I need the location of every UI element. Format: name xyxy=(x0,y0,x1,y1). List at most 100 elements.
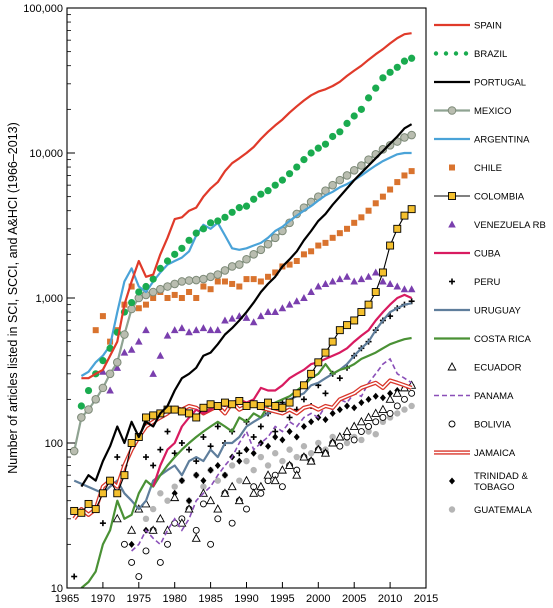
data-point xyxy=(270,233,280,243)
data-point xyxy=(113,489,122,498)
data-point xyxy=(156,559,164,566)
data-point xyxy=(235,204,243,212)
data-point xyxy=(99,357,107,365)
data-point xyxy=(162,525,173,534)
data-point xyxy=(214,217,222,225)
data-point xyxy=(308,418,315,426)
data-point xyxy=(192,526,200,534)
data-point xyxy=(272,269,279,276)
data-point xyxy=(200,483,207,490)
data-point xyxy=(447,362,457,371)
data-point xyxy=(447,106,457,115)
data-point xyxy=(300,396,307,403)
data-point xyxy=(200,477,207,485)
data-point xyxy=(257,423,264,430)
data-point xyxy=(292,297,301,305)
legend-item-brazil: BRAZIL xyxy=(433,49,507,60)
data-point xyxy=(157,490,164,497)
data-point xyxy=(314,282,323,290)
data-point xyxy=(350,316,359,325)
data-point xyxy=(170,279,179,289)
data-point xyxy=(170,492,180,502)
series-panama xyxy=(131,357,413,552)
data-point xyxy=(271,402,280,410)
data-point xyxy=(293,257,300,264)
legend-item-guatemala: GUATEMALA xyxy=(448,505,533,516)
data-point xyxy=(336,230,343,237)
y-axis-title: Number of articles listed in SCI, SCCI, … xyxy=(6,122,20,474)
x-tick-label: 1985 xyxy=(198,593,222,605)
data-point xyxy=(285,398,294,407)
legend-item-uruguay: URUGUAY xyxy=(434,306,521,317)
data-point xyxy=(214,278,221,285)
data-point xyxy=(328,337,337,346)
data-point xyxy=(336,442,344,450)
data-point xyxy=(91,505,100,514)
data-point xyxy=(372,200,379,207)
data-point xyxy=(263,239,273,249)
data-point xyxy=(401,406,408,413)
data-point xyxy=(235,260,244,269)
data-point xyxy=(393,224,402,233)
data-point xyxy=(207,286,214,293)
data-point xyxy=(163,257,172,265)
data-point xyxy=(207,540,215,548)
data-point xyxy=(293,163,301,171)
data-point xyxy=(299,381,308,390)
data-point xyxy=(371,408,381,417)
data-point xyxy=(365,207,372,214)
legend-item-argentina: ARGENTINA xyxy=(434,135,530,146)
data-point xyxy=(364,300,373,309)
legend-item-venezuela-rb: VENEZUELA RB xyxy=(448,220,546,231)
data-point xyxy=(349,165,359,175)
data-point xyxy=(191,533,201,542)
data-point xyxy=(213,402,222,410)
data-point xyxy=(113,363,122,371)
data-point xyxy=(221,278,228,285)
data-point xyxy=(199,403,208,412)
data-point xyxy=(313,444,323,454)
data-point xyxy=(351,404,358,412)
data-point xyxy=(448,192,456,200)
data-point xyxy=(213,270,223,279)
data-point xyxy=(200,283,207,290)
data-point xyxy=(357,105,365,113)
legend-item-mexico: MEXICO xyxy=(434,106,511,117)
plot-area xyxy=(69,32,417,588)
legend-label: PORTUGAL xyxy=(474,78,526,89)
data-point xyxy=(408,298,415,305)
data-point xyxy=(142,326,150,334)
data-point xyxy=(308,248,315,255)
legend-label-line: TRINIDAD & xyxy=(474,471,529,482)
data-point xyxy=(234,495,244,505)
data-point xyxy=(328,180,337,190)
data-point xyxy=(106,386,114,394)
data-point xyxy=(315,439,322,447)
legend-label: ECUADOR xyxy=(474,363,522,374)
data-point xyxy=(272,450,279,457)
data-point xyxy=(98,489,107,498)
legend-label: MEXICO xyxy=(474,106,511,117)
data-point xyxy=(365,428,372,435)
data-point xyxy=(228,462,236,469)
data-point xyxy=(293,453,300,461)
data-point xyxy=(171,250,179,258)
data-point xyxy=(184,504,194,513)
data-point xyxy=(351,219,358,226)
data-point xyxy=(321,348,330,357)
legend-label: BRAZIL xyxy=(474,49,507,60)
data-point xyxy=(265,273,272,280)
data-point xyxy=(322,239,329,246)
data-point xyxy=(285,300,294,308)
series-argentina xyxy=(80,151,412,377)
data-point xyxy=(228,314,236,322)
tick-labels: 1965 1970 1975 1980 1985 1990 1995 2000 2005 2010… xyxy=(23,3,438,605)
data-point xyxy=(343,272,351,280)
legend-item-colombia: COLOMBIA xyxy=(434,192,525,203)
data-point xyxy=(449,278,455,285)
data-point xyxy=(142,413,150,422)
data-point xyxy=(156,264,164,273)
data-point xyxy=(142,282,150,291)
data-point xyxy=(350,112,358,120)
legend-item-cuba: CUBA xyxy=(434,249,501,260)
